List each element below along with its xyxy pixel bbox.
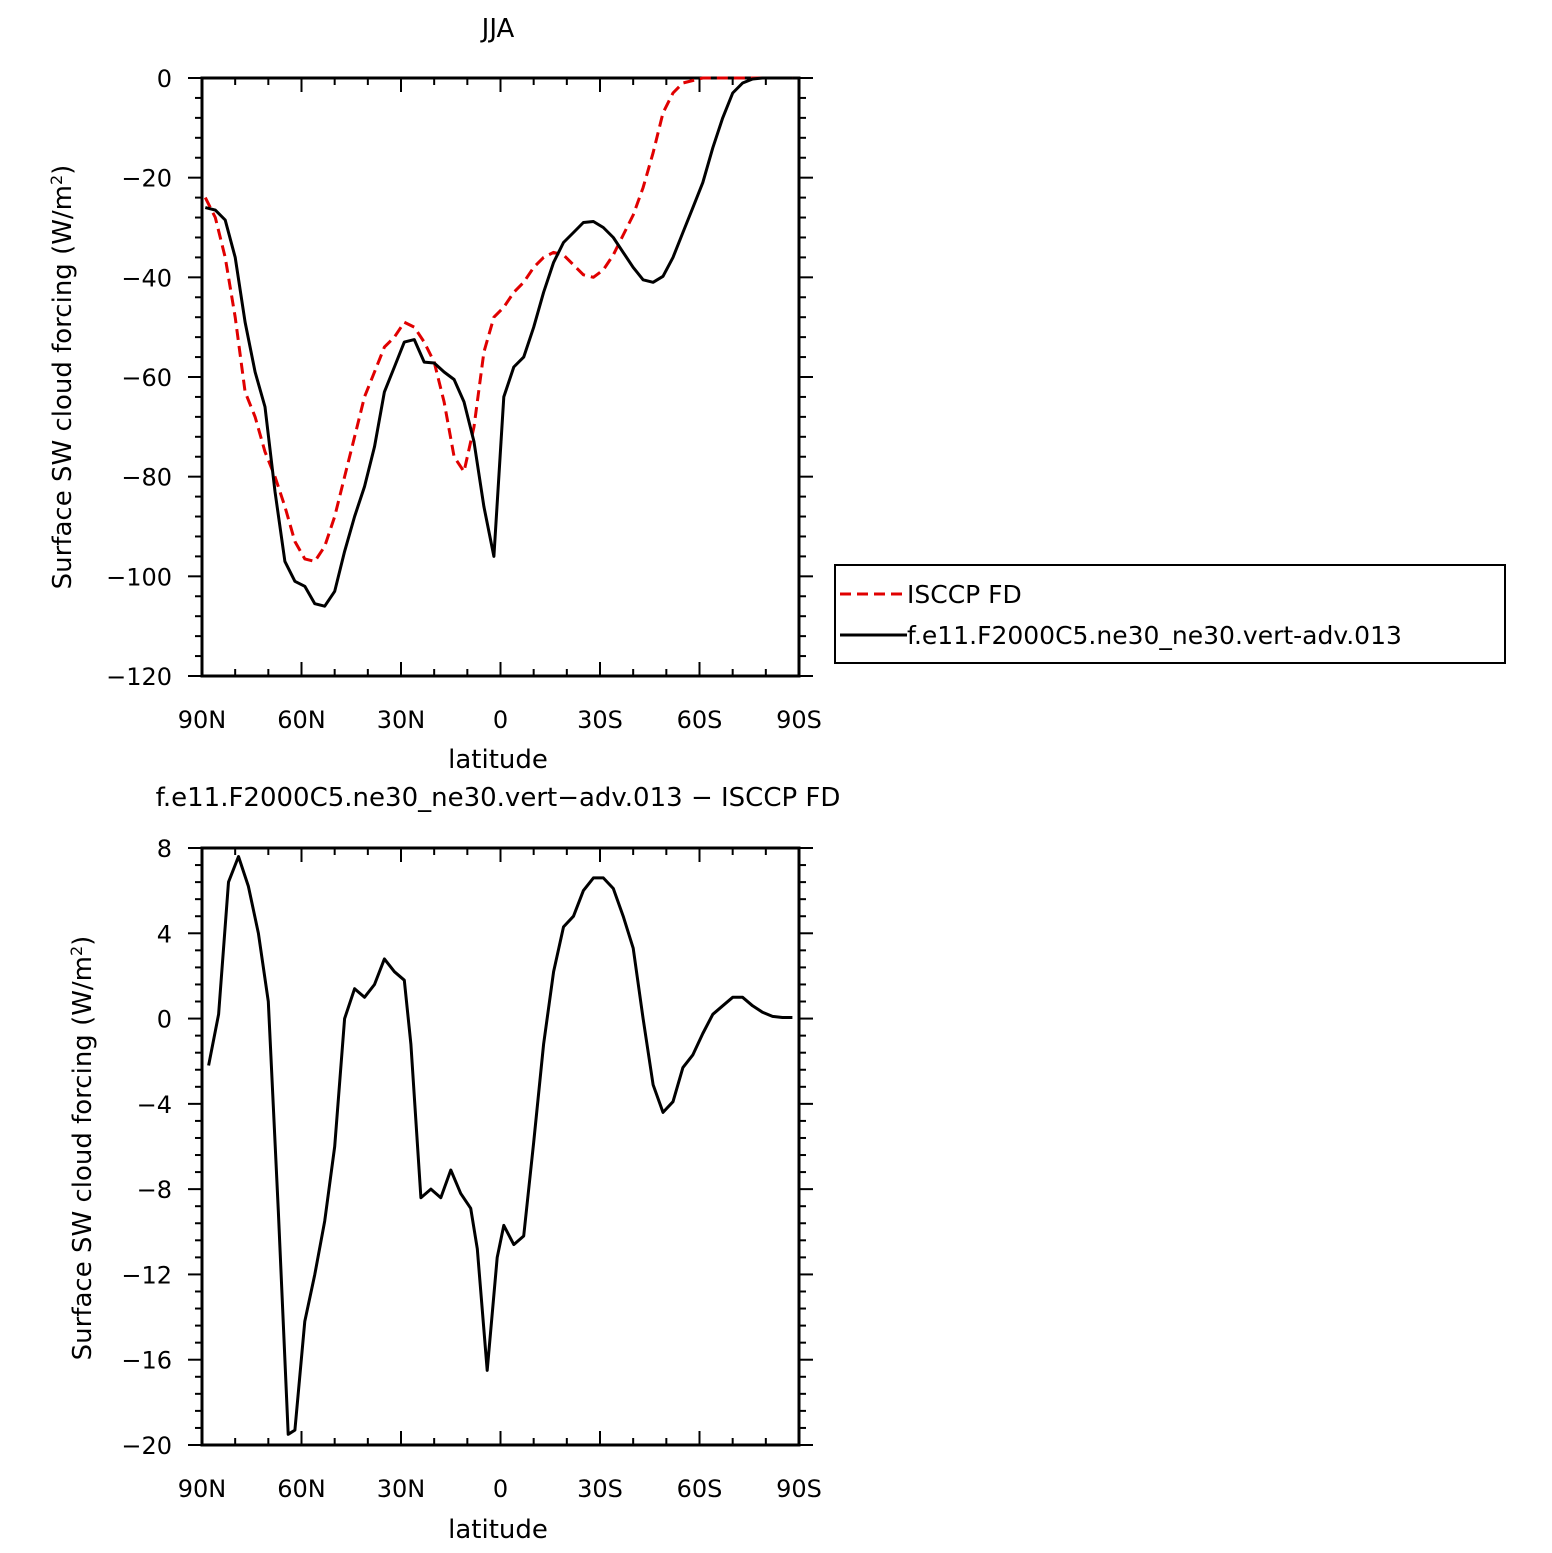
top-x-tick-label: 60N — [277, 706, 326, 734]
bottom-y-tick-label: 0 — [157, 1006, 172, 1034]
legend-box — [834, 564, 1506, 664]
bottom-series-line-0 — [207, 855, 793, 1436]
bottom-y-tick-labels: 8 4 0 −4 −8 −12 −16 −20 — [121, 835, 172, 1460]
top-series-group — [203, 76, 793, 608]
bottom-y-axis-label: Surface SW cloud forcing (W/m2) — [67, 936, 99, 1361]
bottom-x-tick-label: 60S — [677, 1475, 723, 1503]
bottom-y-tick-label: −16 — [121, 1347, 172, 1375]
chart-top-title: JJA — [480, 14, 515, 44]
chart-top: JJA 90N 60N 30N 0 30S 60S 90S 0 −20 −40 −60 −80 −10… — [47, 14, 1506, 775]
legend-label-isccp: ISCCP FD — [907, 580, 1022, 609]
bottom-x-axis-label: latitude — [448, 1515, 548, 1545]
bottom-y-axis-label-tail: ) — [68, 936, 98, 946]
bottom-plot-frame — [200, 846, 801, 1447]
bottom-y-tick-label: 8 — [157, 835, 172, 863]
top-ticks — [188, 77, 813, 677]
bottom-y-tick-label: −20 — [121, 1432, 172, 1460]
chart-bottom-title: f.e11.F2000C5.ne30_ne30.vert−adv.013 − I… — [156, 783, 841, 813]
bottom-y-axis-label-main: Surface SW cloud forcing (W/m — [68, 956, 98, 1360]
bottom-y-tick-label: −8 — [137, 1176, 172, 1204]
bottom-y-tick-label: 4 — [157, 920, 172, 948]
bottom-ticks — [188, 847, 813, 1446]
top-x-tick-label: 90N — [178, 706, 227, 734]
top-y-axis-label: Surface SW cloud forcing (W/m2) — [47, 165, 79, 590]
bottom-x-tick-label: 60N — [277, 1475, 326, 1503]
bottom-y-axis-label-sup: 2 — [67, 946, 86, 956]
top-x-axis-label: latitude — [448, 745, 548, 775]
top-plot-frame — [200, 76, 801, 678]
top-y-tick-label: 0 — [157, 65, 172, 93]
legend-label-model: f.e11.F2000C5.ne30_ne30.vert-adv.013 — [907, 621, 1402, 650]
top-x-tick-label: 60S — [677, 706, 723, 734]
top-y-tick-labels: 0 −20 −40 −60 −80 −100 −120 — [106, 65, 172, 691]
bottom-y-tick-label: −12 — [121, 1261, 172, 1289]
top-y-tick-label: −120 — [106, 663, 172, 691]
top-y-tick-label: −100 — [106, 563, 172, 591]
legend: ISCCP FD f.e11.F2000C5.ne30_ne30.vert-ad… — [834, 564, 1506, 664]
bottom-x-tick-labels: 90N 60N 30N 0 30S 60S 90S — [178, 1475, 822, 1503]
chart-bottom: f.e11.F2000C5.ne30_ne30.vert−adv.013 − I… — [67, 783, 841, 1545]
top-y-tick-label: −60 — [121, 364, 172, 392]
bottom-x-tick-label: 30N — [377, 1475, 426, 1503]
top-x-tick-labels: 90N 60N 30N 0 30S 60S 90S — [178, 706, 822, 734]
bottom-series-group — [207, 855, 793, 1436]
top-y-axis-label-main: Surface SW cloud forcing (W/m — [48, 185, 78, 589]
bottom-x-tick-label: 0 — [493, 1475, 508, 1503]
top-x-tick-label: 30S — [577, 706, 623, 734]
top-y-tick-label: −80 — [121, 464, 172, 492]
bottom-x-tick-label: 90S — [776, 1475, 822, 1503]
top-y-tick-label: −40 — [121, 264, 172, 292]
top-y-axis-label-tail: ) — [48, 165, 78, 175]
top-y-tick-label: −20 — [121, 165, 172, 193]
bottom-y-tick-label: −4 — [137, 1091, 172, 1119]
top-x-tick-label: 90S — [776, 706, 822, 734]
top-series-line-0 — [203, 76, 793, 563]
top-x-tick-label: 0 — [493, 706, 508, 734]
top-y-axis-label-sup: 2 — [47, 175, 66, 185]
bottom-x-tick-label: 30S — [577, 1475, 623, 1503]
top-series-line-1 — [204, 76, 793, 608]
top-x-tick-label: 30N — [377, 706, 426, 734]
bottom-x-tick-label: 90N — [178, 1475, 227, 1503]
